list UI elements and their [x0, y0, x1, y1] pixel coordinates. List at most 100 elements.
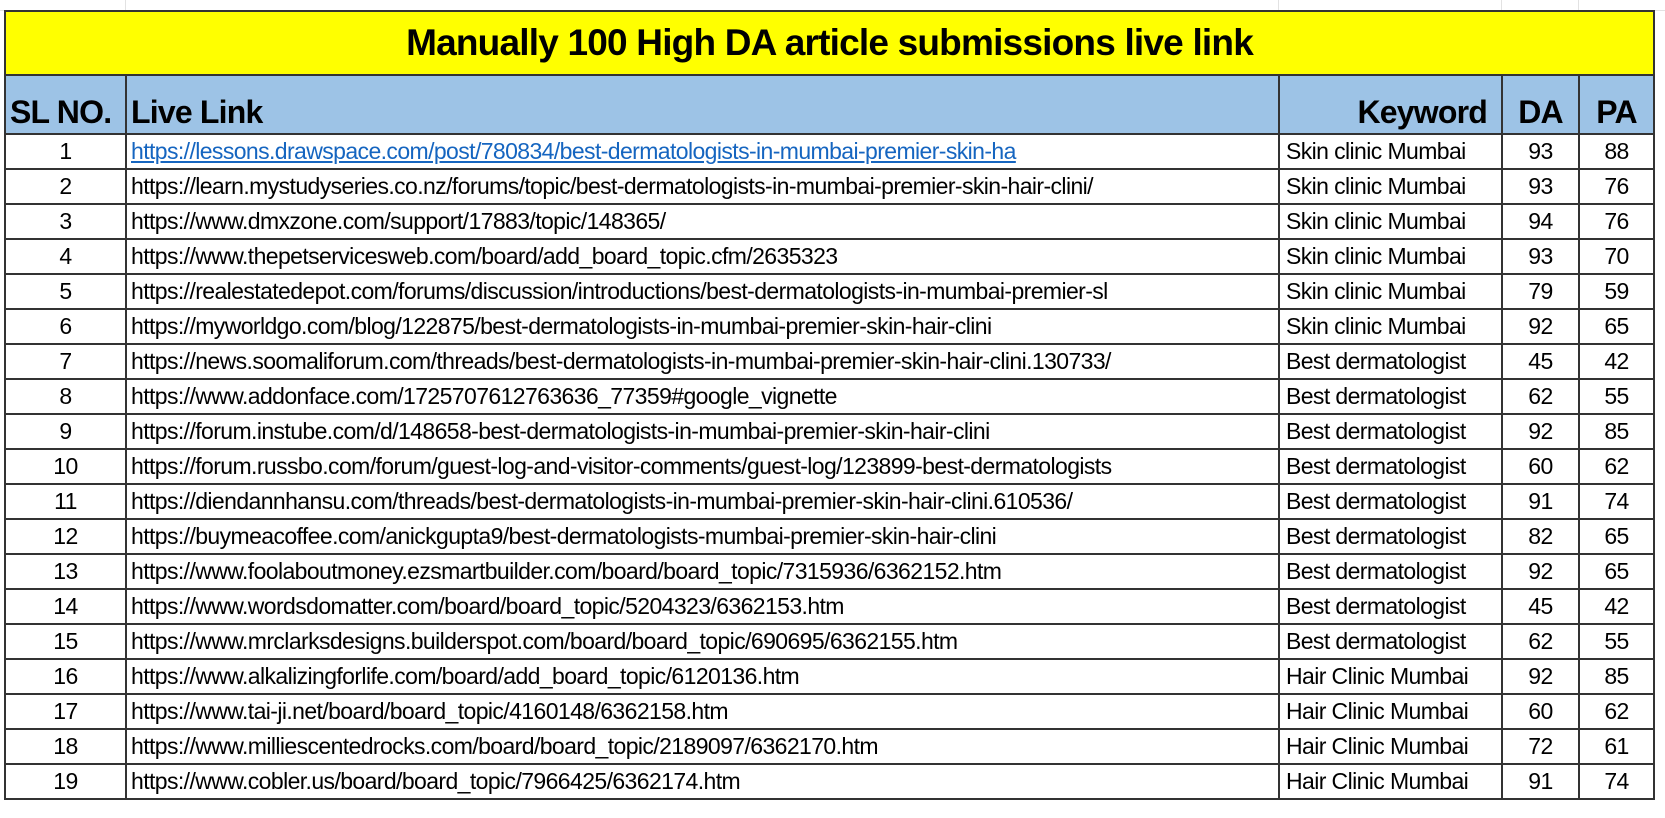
pa-cell[interactable]: 74 [1577, 483, 1656, 520]
da-cell[interactable]: 93 [1501, 168, 1580, 205]
keyword-cell[interactable]: Best dermatologist [1278, 623, 1503, 660]
pa-cell[interactable]: 65 [1577, 518, 1656, 555]
pa-cell[interactable]: 65 [1577, 308, 1656, 345]
da-cell[interactable]: 91 [1501, 483, 1580, 520]
sl-no-cell[interactable]: 10 [4, 448, 127, 485]
keyword-cell[interactable]: Best dermatologist [1278, 413, 1503, 450]
keyword-cell[interactable]: Skin clinic Mumbai [1278, 203, 1503, 240]
live-link-cell[interactable]: https://www.alkalizingforlife.com/board/… [125, 658, 1280, 695]
live-link-cell[interactable]: https://forum.instube.com/d/148658-best-… [125, 413, 1280, 450]
pa-cell[interactable]: 76 [1577, 203, 1656, 240]
header-da[interactable]: DA [1501, 74, 1580, 135]
live-link-cell[interactable]: https://www.foolaboutmoney.ezsmartbuilde… [125, 553, 1280, 590]
keyword-cell[interactable]: Skin clinic Mumbai [1278, 273, 1503, 310]
live-link-cell[interactable]: https://lessons.drawspace.com/post/78083… [125, 133, 1280, 170]
da-cell[interactable]: 60 [1501, 448, 1580, 485]
live-link-cell[interactable]: https://realestatedepot.com/forums/discu… [125, 273, 1280, 310]
live-link-cell[interactable]: https://www.tai-ji.net/board/board_topic… [125, 693, 1280, 730]
da-cell[interactable]: 45 [1501, 588, 1580, 625]
sl-no-cell[interactable]: 15 [4, 623, 127, 660]
keyword-cell[interactable]: Skin clinic Mumbai [1278, 308, 1503, 345]
pa-cell[interactable]: 65 [1577, 553, 1656, 590]
da-cell[interactable]: 92 [1501, 553, 1580, 590]
keyword-cell[interactable]: Best dermatologist [1278, 343, 1503, 380]
live-link-cell[interactable]: https://www.wordsdomatter.com/board/boar… [125, 588, 1280, 625]
keyword-cell[interactable]: Hair Clinic Mumbai [1278, 658, 1503, 695]
da-cell[interactable]: 92 [1501, 413, 1580, 450]
pa-cell[interactable]: 55 [1577, 623, 1656, 660]
live-link-cell[interactable]: https://www.milliescentedrocks.com/board… [125, 728, 1280, 765]
da-cell[interactable]: 62 [1501, 378, 1580, 415]
keyword-cell[interactable]: Skin clinic Mumbai [1278, 133, 1503, 170]
keyword-cell[interactable]: Best dermatologist [1278, 483, 1503, 520]
header-keyword[interactable]: Keyword [1278, 74, 1503, 135]
sl-no-cell[interactable]: 17 [4, 693, 127, 730]
da-cell[interactable]: 92 [1501, 308, 1580, 345]
keyword-cell[interactable]: Best dermatologist [1278, 448, 1503, 485]
sl-no-cell[interactable]: 19 [4, 763, 127, 800]
live-link-cell[interactable]: https://learn.mystudyseries.co.nz/forums… [125, 168, 1280, 205]
header-pa[interactable]: PA [1577, 74, 1656, 135]
pa-cell[interactable]: 70 [1577, 238, 1656, 275]
da-cell[interactable]: 60 [1501, 693, 1580, 730]
da-cell[interactable]: 72 [1501, 728, 1580, 765]
sl-no-cell[interactable]: 12 [4, 518, 127, 555]
keyword-cell[interactable]: Best dermatologist [1278, 518, 1503, 555]
live-link-cell[interactable]: https://forum.russbo.com/forum/guest-log… [125, 448, 1280, 485]
keyword-cell[interactable]: Best dermatologist [1278, 378, 1503, 415]
da-cell[interactable]: 94 [1501, 203, 1580, 240]
sl-no-cell[interactable]: 11 [4, 483, 127, 520]
pa-cell[interactable]: 55 [1577, 378, 1656, 415]
sl-no-cell[interactable]: 2 [4, 168, 127, 205]
live-link-cell[interactable]: https://news.soomaliforum.com/threads/be… [125, 343, 1280, 380]
pa-cell[interactable]: 62 [1577, 448, 1656, 485]
sheet-title[interactable]: Manually 100 High DA article submissions… [3, 10, 1656, 76]
sl-no-cell[interactable]: 16 [4, 658, 127, 695]
live-link-cell[interactable]: https://myworldgo.com/blog/122875/best-d… [125, 308, 1280, 345]
keyword-cell[interactable]: Skin clinic Mumbai [1278, 238, 1503, 275]
sl-no-cell[interactable]: 9 [4, 413, 127, 450]
pa-cell[interactable]: 85 [1577, 413, 1656, 450]
keyword-cell[interactable]: Hair Clinic Mumbai [1278, 728, 1503, 765]
sl-no-cell[interactable]: 7 [4, 343, 127, 380]
sl-no-cell[interactable]: 1 [4, 133, 127, 170]
live-link-cell[interactable]: https://www.cobler.us/board/board_topic/… [125, 763, 1280, 800]
sl-no-cell[interactable]: 3 [4, 203, 127, 240]
da-cell[interactable]: 93 [1501, 133, 1580, 170]
sl-no-cell[interactable]: 8 [4, 378, 127, 415]
sl-no-cell[interactable]: 6 [4, 308, 127, 345]
keyword-cell[interactable]: Best dermatologist [1278, 553, 1503, 590]
header-sl-no[interactable]: SL NO. [4, 74, 127, 135]
da-cell[interactable]: 92 [1501, 658, 1580, 695]
da-cell[interactable]: 79 [1501, 273, 1580, 310]
pa-cell[interactable]: 85 [1577, 658, 1656, 695]
da-cell[interactable]: 45 [1501, 343, 1580, 380]
live-link-cell[interactable]: https://www.addonface.com/17257076127636… [125, 378, 1280, 415]
sl-no-cell[interactable]: 14 [4, 588, 127, 625]
pa-cell[interactable]: 42 [1577, 588, 1656, 625]
live-link-hyperlink[interactable]: https://lessons.drawspace.com/post/78083… [131, 138, 1016, 164]
sl-no-cell[interactable]: 13 [4, 553, 127, 590]
keyword-cell[interactable]: Hair Clinic Mumbai [1278, 763, 1503, 800]
sl-no-cell[interactable]: 18 [4, 728, 127, 765]
da-cell[interactable]: 62 [1501, 623, 1580, 660]
pa-cell[interactable]: 61 [1577, 728, 1656, 765]
pa-cell[interactable]: 62 [1577, 693, 1656, 730]
live-link-cell[interactable]: https://www.thepetservicesweb.com/board/… [125, 238, 1280, 275]
sl-no-cell[interactable]: 4 [4, 238, 127, 275]
live-link-cell[interactable]: https://diendannhansu.com/threads/best-d… [125, 483, 1280, 520]
sl-no-cell[interactable]: 5 [4, 273, 127, 310]
da-cell[interactable]: 93 [1501, 238, 1580, 275]
header-live-link[interactable]: Live Link [125, 74, 1280, 135]
pa-cell[interactable]: 88 [1577, 133, 1656, 170]
live-link-cell[interactable]: https://buymeacoffee.com/anickgupta9/bes… [125, 518, 1280, 555]
pa-cell[interactable]: 74 [1577, 763, 1656, 800]
da-cell[interactable]: 91 [1501, 763, 1580, 800]
keyword-cell[interactable]: Skin clinic Mumbai [1278, 168, 1503, 205]
pa-cell[interactable]: 42 [1577, 343, 1656, 380]
keyword-cell[interactable]: Hair Clinic Mumbai [1278, 693, 1503, 730]
live-link-cell[interactable]: https://www.mrclarksdesigns.builderspot.… [125, 623, 1280, 660]
live-link-cell[interactable]: https://www.dmxzone.com/support/17883/to… [125, 203, 1280, 240]
da-cell[interactable]: 82 [1501, 518, 1580, 555]
pa-cell[interactable]: 59 [1577, 273, 1656, 310]
